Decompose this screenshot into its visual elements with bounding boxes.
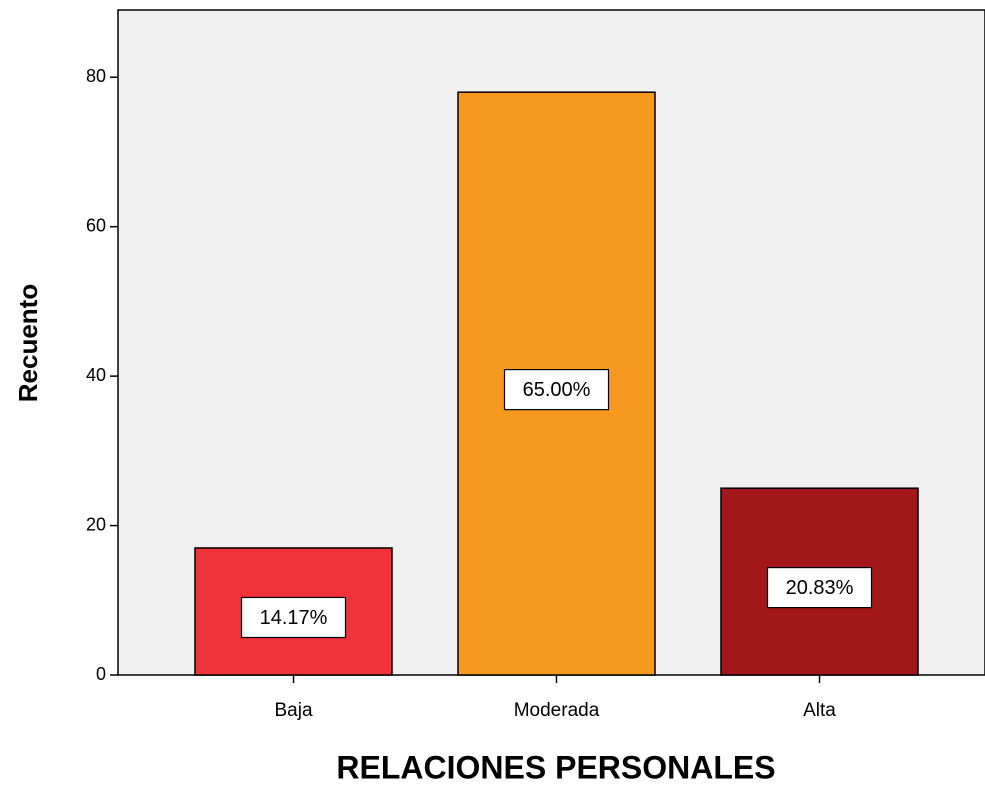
y-tick-label: 40 bbox=[86, 365, 106, 385]
data-label-box bbox=[503, 368, 610, 411]
data-label: 65.00% bbox=[523, 379, 591, 401]
data-label-box bbox=[240, 596, 347, 639]
x-tick-label: Baja bbox=[274, 700, 312, 721]
y-tick-label: 0 bbox=[96, 664, 106, 684]
y-tick-label: 80 bbox=[86, 66, 106, 86]
y-axis-title: Recuento bbox=[13, 284, 43, 402]
data-label-box bbox=[766, 567, 873, 609]
data-label: 20.83% bbox=[786, 577, 854, 599]
x-tick-label: Alta bbox=[803, 700, 836, 721]
data-label: 14.17% bbox=[260, 607, 328, 629]
y-tick-label: 60 bbox=[86, 215, 106, 235]
x-tick-label: Moderada bbox=[514, 700, 600, 721]
x-axis-title: RELACIONES PERSONALES bbox=[336, 749, 775, 785]
y-tick-label: 20 bbox=[86, 514, 106, 534]
